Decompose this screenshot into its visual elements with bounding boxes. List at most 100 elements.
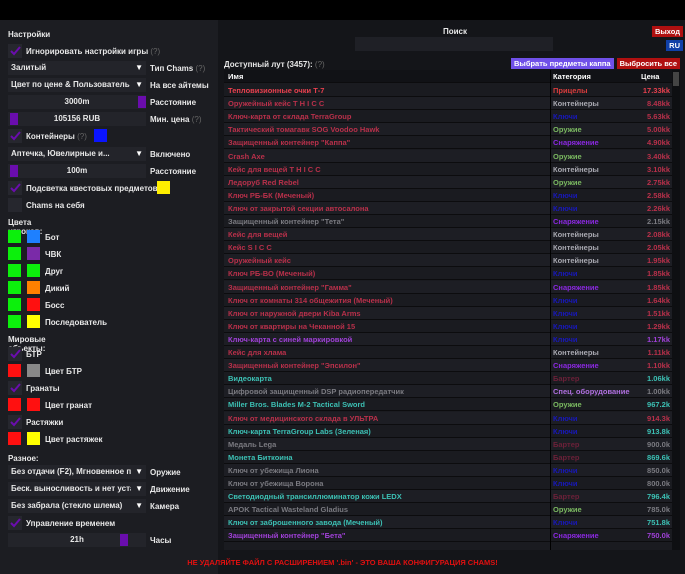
table-row[interactable]: Светодиодный трансиллюминатор кожи LEDX … (224, 490, 680, 504)
table-row[interactable]: Ключ от медицинского склада в УЛЬТРА Клю… (224, 411, 680, 425)
table-row[interactable]: Видеокарта Бартер 1.06kk (224, 372, 680, 386)
drop-all-button[interactable]: Выбросить все (616, 58, 680, 69)
table-row[interactable]: Ключ-карта с синей маркировкой Ключи 1.1… (224, 332, 680, 346)
column-name[interactable]: Имя (228, 72, 244, 81)
table-row[interactable]: Цифровой защищенный DSP радиопередатчик … (224, 385, 680, 399)
ignore-game-settings-checkbox[interactable] (8, 44, 22, 58)
table-row[interactable]: Кейс для хлама Контейнеры 1.11kk (224, 346, 680, 359)
table-row[interactable]: Ключ-карта TerraGroup Labs (Зеленая) Клю… (224, 424, 680, 438)
table-row[interactable]: Ключ от убежища Лиона Ключи 850.0k (224, 463, 680, 477)
chams-type-dropdown[interactable]: Залитый ▼ (8, 61, 146, 75)
btr-color-swatch-2[interactable] (27, 364, 40, 377)
table-row[interactable]: Ключ от комнаты 314 общежития (Меченый) … (224, 293, 680, 307)
table-row[interactable]: Защищенный контейнер "Эпсилон" Снаряжени… (224, 359, 680, 373)
containers-filter-dropdown[interactable]: Аптечка, Ювелирные и... ▼ (8, 147, 146, 161)
slider-handle[interactable] (10, 165, 18, 177)
table-row[interactable]: Кейс для вещей Контейнеры 2.08kk (224, 228, 680, 242)
containers-checkbox[interactable] (8, 129, 22, 143)
scrollbar[interactable] (672, 70, 680, 550)
player-color-swatch-2[interactable] (27, 230, 40, 243)
grenades-color-swatch-2[interactable] (27, 398, 40, 411)
language-button[interactable]: RU (666, 40, 683, 51)
table-row[interactable]: Тактический томагавк SOG Voodoo Hawk Ору… (224, 123, 680, 137)
player-color-swatch-1[interactable] (8, 264, 21, 277)
player-color-swatch-2[interactable] (27, 315, 40, 328)
help-icon[interactable]: (?) (314, 60, 325, 69)
table-row[interactable]: Защищенный контейнер "Каппа" Снаряжение … (224, 136, 680, 150)
table-row[interactable]: Ключ от квартиры на Чеканной 15 Ключи 1.… (224, 319, 680, 333)
color-mode-dropdown[interactable]: Цвет по цене & Пользователь ▼ (8, 78, 146, 92)
item-category: Оружие (553, 400, 582, 410)
btr-label: БТР (26, 350, 42, 359)
column-price[interactable]: Цена (641, 72, 660, 81)
help-icon[interactable]: (?) (77, 132, 87, 141)
chams-self-checkbox[interactable] (8, 198, 22, 212)
item-name: Медаль Lega (228, 439, 277, 449)
tripwires-color-swatch-2[interactable] (27, 432, 40, 445)
help-icon[interactable]: (?) (191, 115, 202, 124)
help-icon[interactable]: (?) (150, 47, 161, 56)
table-row[interactable]: Оружейный кейс T H I C C Контейнеры 8.48… (224, 97, 680, 111)
exit-button[interactable]: Выход (651, 26, 683, 37)
select-kappa-button[interactable]: Выбрать предметы каппа (511, 58, 614, 69)
btr-color-swatch-1[interactable] (8, 364, 21, 377)
column-category[interactable]: Категория (553, 72, 591, 81)
weapon-dropdown[interactable]: Без отдачи (F2), Мгновенное п ▼ (8, 465, 146, 479)
item-category: Ключи (553, 112, 578, 122)
btr-checkbox[interactable] (8, 347, 22, 361)
slider-handle[interactable] (10, 113, 18, 125)
table-row[interactable]: Кейс S I C C Контейнеры 2.05kk (224, 241, 680, 255)
table-row[interactable]: Ключ-карта от склада TerraGroup Ключи 5.… (224, 110, 680, 124)
player-color-swatch-1[interactable] (8, 315, 21, 328)
table-row[interactable]: APOK Tactical Wasteland Gladius Оружие 7… (224, 503, 680, 517)
table-row[interactable]: Монета Биткоина Бартер 869.6k (224, 450, 680, 464)
hours-slider[interactable]: 21h (8, 533, 146, 547)
table-row[interactable]: Оружейный кейс Контейнеры 1.95kk (224, 254, 680, 268)
slider-handle[interactable] (138, 96, 146, 108)
table-row[interactable]: Защищенный контейнер "Тета" Снаряжение 2… (224, 215, 680, 228)
scrollbar-thumb[interactable] (673, 72, 679, 86)
table-row[interactable]: Ключ РБ-БК (Меченый) Ключи 2.58kk (224, 188, 680, 202)
player-color-swatch-2[interactable] (27, 247, 40, 260)
table-row[interactable]: Защищенный контейнер "Бета" Снаряжение 7… (224, 529, 680, 543)
player-color-swatch-1[interactable] (8, 298, 21, 311)
table-row[interactable]: Ключ от наружной двери Kiba Arms Ключи 1… (224, 306, 680, 320)
checkmark-icon (10, 131, 21, 141)
table-row[interactable]: Ключ от закрытой секции автосалона Ключи… (224, 201, 680, 215)
table-row[interactable]: Ключ от заброшенного завода (Меченый) Кл… (224, 516, 680, 530)
player-color-swatch-2[interactable] (27, 298, 40, 311)
table-row[interactable]: Защищенный контейнер "Гамма" Снаряжение … (224, 280, 680, 294)
min-price-slider[interactable]: 105156 RUB (8, 112, 146, 126)
time-control-checkbox[interactable] (8, 516, 22, 530)
grenades-color-swatch-1[interactable] (8, 398, 21, 411)
table-row[interactable]: Miller Bros. Blades M-2 Tactical Sword О… (224, 398, 680, 412)
player-color-swatch-1[interactable] (8, 281, 21, 294)
table-row[interactable]: Медаль Lega Бартер 900.0k (224, 437, 680, 451)
player-color-swatch-2[interactable] (27, 264, 40, 277)
distance-slider[interactable]: 3000m (8, 95, 146, 109)
table-row[interactable]: Тепловизионные очки Т-7 Прицелы 17.33kk (224, 84, 680, 97)
item-name: APOK Tactical Wasteland Gladius (228, 505, 349, 515)
table-row[interactable]: Ледоруб Red Rebel Оружие 2.75kk (224, 175, 680, 189)
help-icon[interactable]: (?) (195, 64, 206, 73)
grenades-checkbox[interactable] (8, 381, 22, 395)
table-row[interactable]: Crash Axe Оружие 3.40kk (224, 149, 680, 163)
tripwires-color-swatch-1[interactable] (8, 432, 21, 445)
container-distance-slider[interactable]: 100m (8, 164, 146, 178)
quest-color-swatch[interactable] (157, 181, 170, 194)
slider-handle[interactable] (120, 534, 128, 546)
player-color-swatch-1[interactable] (8, 247, 21, 260)
player-color-swatch-2[interactable] (27, 281, 40, 294)
quest-highlight-checkbox[interactable] (8, 181, 22, 195)
camera-dropdown[interactable]: Без забрала (стекло шлема) ▼ (8, 499, 146, 513)
table-row[interactable]: Ключ от убежища Ворона Ключи 800.0k (224, 477, 680, 490)
table-row[interactable]: Ключ РБ-ВО (Меченый) Ключи 1.85kk (224, 267, 680, 281)
table-row[interactable]: Кейс для вещей T H I C C Контейнеры 3.10… (224, 162, 680, 176)
player-color-swatch-1[interactable] (8, 230, 21, 243)
chams-type-value: Залитый (11, 63, 47, 72)
search-input[interactable] (355, 37, 553, 51)
item-price: 1.00kk (647, 387, 670, 397)
tripwires-checkbox[interactable] (8, 415, 22, 429)
containers-color-swatch[interactable] (94, 129, 107, 142)
movement-dropdown[interactable]: Беск. выносливость и нет уста ▼ (8, 482, 146, 496)
